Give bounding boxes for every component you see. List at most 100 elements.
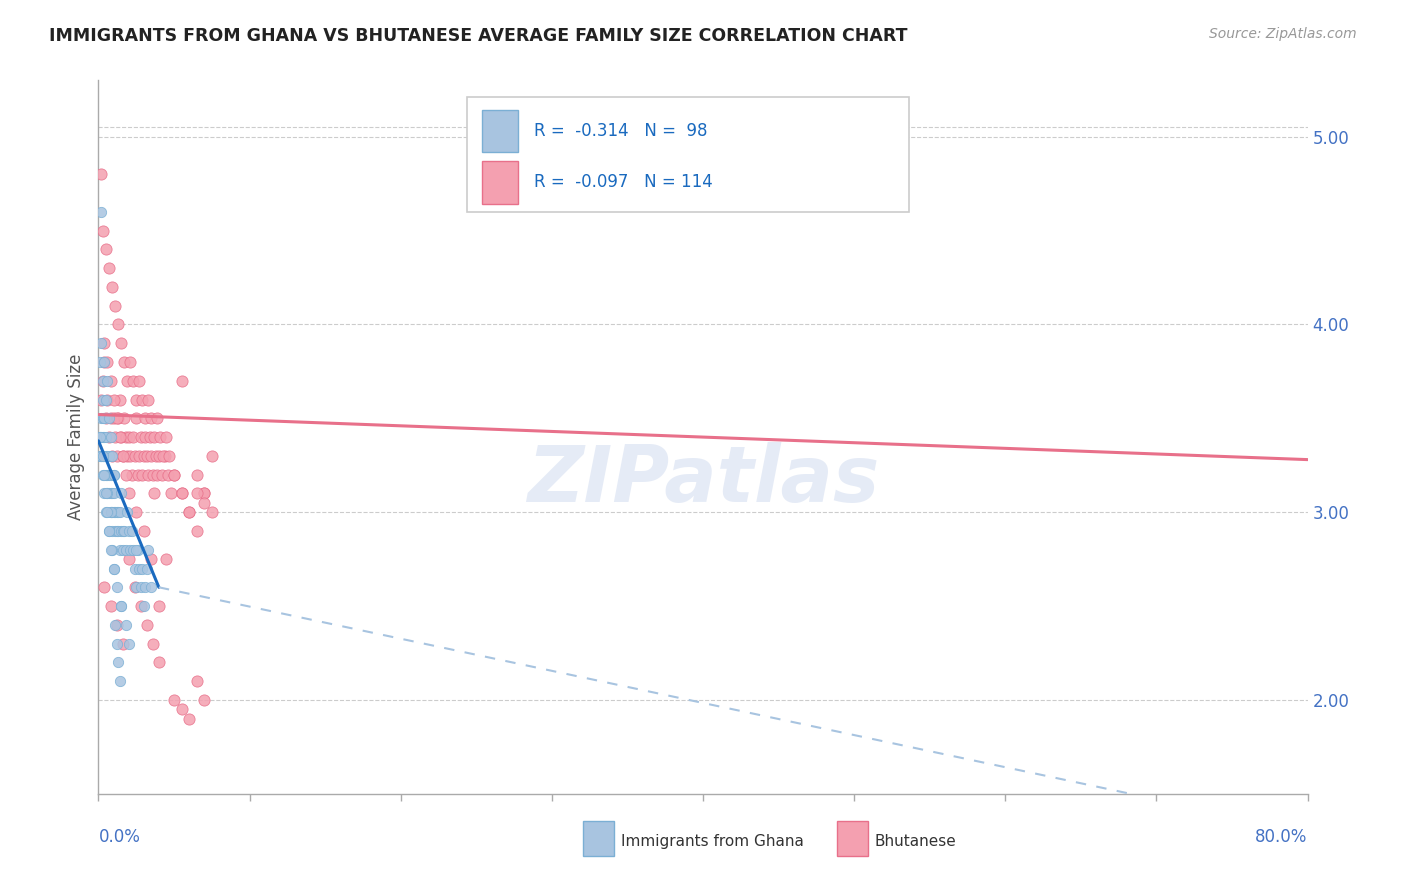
Point [134,580,156,594]
Point [124,580,146,594]
Point [93,355,115,369]
Point [132,524,155,538]
Point [170,702,193,716]
Point [110,486,132,500]
Point [104,430,127,444]
Point [127,467,149,482]
Point [90,449,112,463]
Text: Source: ZipAtlas.com: Source: ZipAtlas.com [1209,27,1357,41]
Point [105,505,128,519]
Point [98,486,121,500]
Point [94,467,117,482]
Point [143,430,166,444]
Point [179,712,201,726]
Point [105,618,128,632]
Point [128,449,150,463]
Text: 0.0%: 0.0% [98,828,141,846]
Point [148,599,170,613]
Point [98,524,121,538]
Point [101,280,124,294]
Point [96,505,118,519]
Point [111,449,134,463]
Point [112,524,135,538]
Point [96,374,118,388]
Point [94,392,117,407]
Point [159,449,181,463]
Point [93,486,115,500]
Text: R =  -0.097   N = 114: R = -0.097 N = 114 [534,173,713,191]
Point [141,411,163,425]
Point [96,449,118,463]
Point [112,411,135,425]
Point [91,430,114,444]
Point [94,505,117,519]
Point [179,505,201,519]
Point [91,467,114,482]
Point [170,374,193,388]
Point [91,223,114,237]
Point [91,449,114,463]
Point [91,449,114,463]
Point [107,656,129,670]
Text: Bhutanese: Bhutanese [875,834,956,848]
Point [115,505,138,519]
Point [170,486,193,500]
Point [101,449,124,463]
Point [155,552,177,566]
Point [90,167,112,181]
Point [100,467,122,482]
Point [91,374,114,388]
Point [122,374,145,388]
Point [156,467,179,482]
Point [124,449,146,463]
Point [118,524,141,538]
Point [100,542,122,557]
Point [152,449,174,463]
Point [101,524,124,538]
Point [111,524,134,538]
Point [186,467,208,482]
Point [120,449,142,463]
Point [163,467,186,482]
Point [193,486,215,500]
Point [150,467,173,482]
Point [93,449,115,463]
Point [98,449,121,463]
Point [107,505,129,519]
Point [129,430,152,444]
Point [124,561,146,575]
Point [114,430,136,444]
Point [103,467,125,482]
Point [104,618,127,632]
Point [131,467,153,482]
Point [103,561,125,575]
Point [125,411,148,425]
Point [131,561,153,575]
Point [100,505,122,519]
Point [179,505,201,519]
Point [90,430,112,444]
FancyBboxPatch shape [482,110,517,153]
Point [127,542,149,557]
Point [93,580,115,594]
Point [193,496,215,510]
Point [115,374,138,388]
Text: ZIPatlas: ZIPatlas [527,442,879,518]
Point [120,355,142,369]
Point [201,505,224,519]
Point [122,430,145,444]
Point [148,656,170,670]
Point [141,552,163,566]
Point [193,693,215,707]
Point [103,561,125,575]
Point [105,411,128,425]
Point [201,449,224,463]
Point [155,430,177,444]
Point [105,524,128,538]
Point [193,486,215,500]
Point [143,486,166,500]
Point [90,204,112,219]
Point [121,467,143,482]
Point [91,374,114,388]
Point [94,449,117,463]
